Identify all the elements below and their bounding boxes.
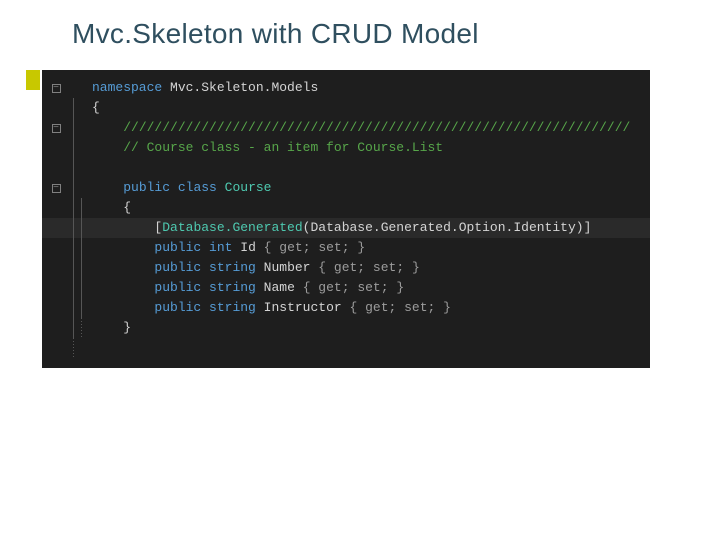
fold-toggle-icon[interactable]: − xyxy=(52,84,61,93)
punct: { xyxy=(295,280,318,295)
keyword-type: string xyxy=(209,280,256,295)
fold-gutter[interactable]: − xyxy=(42,178,70,198)
code-line: − //////////////////////////////////////… xyxy=(42,118,650,138)
keyword-get: get xyxy=(279,240,302,255)
keyword-class: class xyxy=(178,180,217,195)
code-line: public string Number { get; set; } xyxy=(42,258,650,278)
code-line-current: [Database.Generated(Database.Generated.O… xyxy=(42,218,650,238)
punct: } xyxy=(389,280,405,295)
punct: ; xyxy=(389,300,397,315)
keyword-public: public xyxy=(123,180,170,195)
keyword-set: set xyxy=(373,260,396,275)
comment: ////////////////////////////////////////… xyxy=(123,120,630,135)
code-line: public string Name { get; set; } xyxy=(42,278,650,298)
fold-toggle-icon[interactable]: − xyxy=(52,184,61,193)
code-line: − public class Course xyxy=(42,178,650,198)
fold-gutter[interactable]: − xyxy=(42,118,70,138)
property-name: Id xyxy=(240,240,256,255)
keyword-type: int xyxy=(209,240,232,255)
code-line: { xyxy=(42,198,650,218)
property-name: Number xyxy=(264,260,311,275)
keyword-namespace: namespace xyxy=(92,80,162,95)
punct: ; xyxy=(396,260,404,275)
punct: { xyxy=(342,300,365,315)
fold-toggle-icon[interactable]: − xyxy=(52,124,61,133)
slide: Mvc.Skeleton with CRUD Model − namespace… xyxy=(0,0,720,540)
property-name: Instructor xyxy=(264,300,342,315)
punct: ; xyxy=(381,280,389,295)
brace: { xyxy=(92,100,100,115)
punct: } xyxy=(435,300,451,315)
code-line: // Course class - an item for Course.Lis… xyxy=(42,138,650,158)
punct: ) xyxy=(576,220,584,235)
code-line xyxy=(42,338,650,358)
brace: { xyxy=(123,200,131,215)
attribute-name: Database.Generated xyxy=(162,220,302,235)
keyword-set: set xyxy=(357,280,380,295)
punct: ; xyxy=(357,260,365,275)
punct: { xyxy=(256,240,279,255)
punct: } xyxy=(350,240,366,255)
keyword-public: public xyxy=(154,280,201,295)
keyword-get: get xyxy=(318,280,341,295)
attribute-value: Identity xyxy=(513,220,575,235)
keyword-get: get xyxy=(365,300,388,315)
keyword-public: public xyxy=(154,240,201,255)
code-line: } xyxy=(42,318,650,338)
punct: ] xyxy=(584,220,592,235)
keyword-type: string xyxy=(209,300,256,315)
keyword-set: set xyxy=(404,300,427,315)
fold-gutter[interactable]: − xyxy=(42,78,70,98)
keyword-public: public xyxy=(154,260,201,275)
code-line: − namespace Mvc.Skeleton.Models xyxy=(42,78,650,98)
attribute-arg: Database.Generated.Option xyxy=(310,220,505,235)
keyword-set: set xyxy=(318,240,341,255)
punct: ; xyxy=(342,280,350,295)
code-line: public string Instructor { get; set; } xyxy=(42,298,650,318)
keyword-get: get xyxy=(334,260,357,275)
punct: ; xyxy=(342,240,350,255)
punct: ; xyxy=(303,240,311,255)
class-name: Course xyxy=(225,180,272,195)
punct: } xyxy=(404,260,420,275)
property-name: Name xyxy=(264,280,295,295)
code-line: public int Id { get; set; } xyxy=(42,238,650,258)
keyword-public: public xyxy=(154,300,201,315)
keyword-type: string xyxy=(209,260,256,275)
brace: } xyxy=(123,320,131,335)
code-line: { xyxy=(42,98,650,118)
page-title: Mvc.Skeleton with CRUD Model xyxy=(72,18,680,50)
punct: { xyxy=(310,260,333,275)
code-line xyxy=(42,158,650,178)
namespace-name: Mvc.Skeleton.Models xyxy=(170,80,318,95)
comment: // Course class - an item for Course.Lis… xyxy=(123,140,443,155)
line-marker-icon xyxy=(26,70,40,90)
code-editor: − namespace Mvc.Skeleton.Models { − ////… xyxy=(42,70,650,368)
